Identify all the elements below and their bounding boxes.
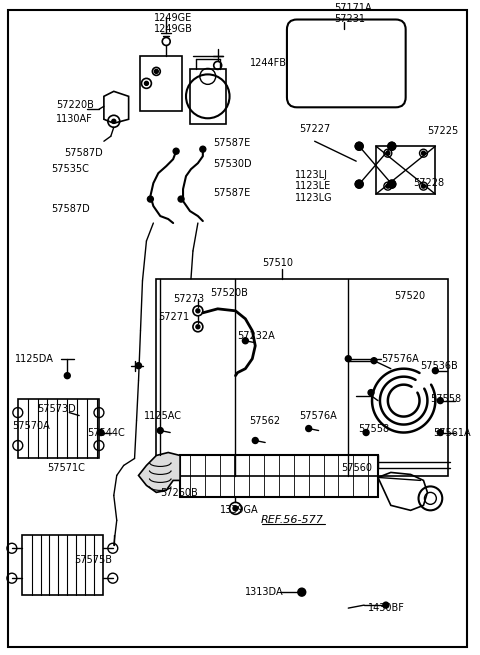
Text: 57510: 57510 [262,258,293,268]
Text: 57271: 57271 [158,312,190,322]
Text: 57544C: 57544C [87,428,125,438]
Text: 57273: 57273 [173,294,204,304]
Text: 57535C: 57535C [51,164,89,174]
Text: 57570A: 57570A [12,421,49,430]
Text: 1313DA: 1313DA [245,587,284,597]
Circle shape [386,151,390,155]
Text: 57536B: 57536B [420,361,458,371]
Circle shape [388,180,396,188]
Circle shape [298,588,306,596]
Circle shape [242,338,248,344]
Circle shape [252,438,258,443]
Circle shape [388,142,396,150]
Text: 57225: 57225 [427,126,459,136]
Circle shape [355,142,363,150]
Circle shape [155,69,158,73]
Circle shape [421,184,425,188]
Text: 57587E: 57587E [213,188,250,198]
Text: 57560: 57560 [341,464,372,474]
Text: 57562: 57562 [249,415,280,426]
Circle shape [386,184,390,188]
Circle shape [135,363,142,369]
Circle shape [157,428,163,434]
Circle shape [437,398,443,403]
Circle shape [144,81,148,85]
Circle shape [355,180,363,188]
Circle shape [437,430,443,436]
Circle shape [383,602,389,608]
Circle shape [112,119,116,123]
Polygon shape [139,453,180,493]
Circle shape [98,430,104,436]
Bar [190,69,226,124]
Text: 1244FB: 1244FB [251,58,288,68]
Circle shape [173,148,179,154]
Text: 57171A
57231: 57171A 57231 [335,3,372,24]
Circle shape [371,358,377,364]
Bar [22,535,103,595]
Text: 57228: 57228 [414,178,444,188]
Text: REF.56-577: REF.56-577 [261,515,324,525]
Text: 57558: 57558 [431,394,462,403]
Text: 1125AC: 1125AC [144,411,181,421]
Text: 1123LJ
1123LE
1123LG: 1123LJ 1123LE 1123LG [295,170,333,202]
Text: 1339GA: 1339GA [220,506,258,515]
Circle shape [200,146,206,152]
Bar [156,279,448,476]
Text: 57520: 57520 [394,291,425,301]
Circle shape [147,196,154,202]
Text: 57571C: 57571C [48,464,85,474]
Circle shape [196,325,200,329]
Text: 1430BF: 1430BF [368,603,405,613]
Circle shape [64,373,70,379]
Text: 57561A: 57561A [433,428,471,438]
Text: 57260B: 57260B [160,489,198,498]
Circle shape [306,426,312,432]
Bar [180,455,378,497]
Text: 57576A: 57576A [299,411,336,421]
Text: 57587D: 57587D [64,148,103,159]
Circle shape [233,506,238,511]
Text: 57220B: 57220B [56,100,94,110]
Circle shape [178,196,184,202]
Circle shape [368,390,374,396]
Text: 57573D: 57573D [37,403,76,413]
Circle shape [196,309,200,313]
Circle shape [432,367,438,373]
Text: 1249GE
1249GB: 1249GE 1249GB [154,12,192,34]
Circle shape [363,430,369,436]
Text: 57520B: 57520B [210,288,248,298]
Circle shape [345,356,351,362]
Bar [141,56,182,111]
Text: 1125DA: 1125DA [15,354,54,364]
Text: 57232A: 57232A [238,331,275,341]
Text: 57587D: 57587D [51,204,90,214]
Text: 57530D: 57530D [213,159,252,169]
Text: 57227: 57227 [299,124,330,134]
Text: 57575B: 57575B [74,555,112,565]
Circle shape [421,151,425,155]
Text: 57587E: 57587E [213,138,250,148]
Text: 57576A: 57576A [381,354,419,364]
Bar [376,146,435,194]
Bar [18,399,99,458]
Text: 57558: 57558 [358,424,389,434]
Text: 1130AF: 1130AF [56,114,93,124]
